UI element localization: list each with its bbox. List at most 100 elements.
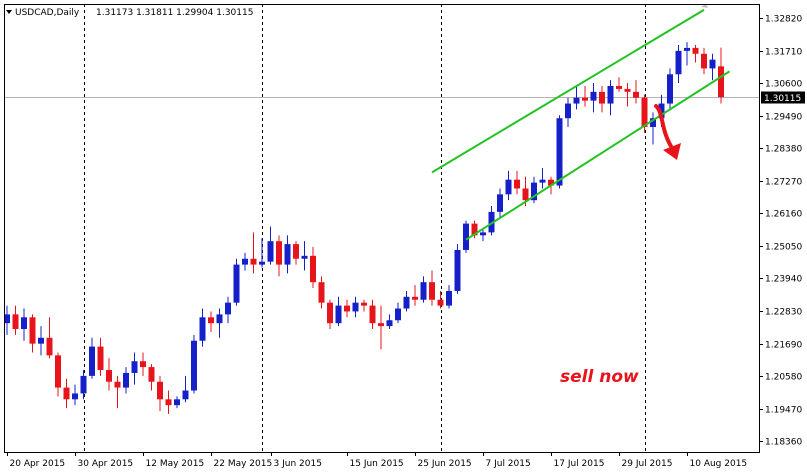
candle-body [46,337,53,356]
candle [123,367,129,394]
candle [420,276,427,303]
candle-body [497,194,503,212]
candle-body [80,375,87,394]
candle-body [582,97,588,101]
candle-body [97,346,104,371]
candle [157,375,163,412]
candle-body [29,317,36,344]
channel-lower-line [465,70,731,241]
candle [191,334,197,394]
candle [259,238,265,268]
trend-channel [431,3,731,241]
candle-body [208,317,214,324]
candle-body [165,399,172,406]
candle [463,220,469,253]
candle [267,226,274,265]
candle [624,83,631,107]
candle [250,232,257,274]
candle-body [650,118,656,127]
candle-body [301,255,308,259]
candle-body [607,85,614,104]
candle-body [667,74,673,104]
candle-body [624,88,631,92]
candle-body [633,91,639,98]
candle [675,44,682,84]
candle [590,83,597,113]
x-tick-label: 15 Jun 2015 [350,459,404,469]
candle-body [318,282,325,303]
candle [97,337,104,376]
candle [38,326,44,356]
candle-body [182,390,189,400]
candle [446,285,452,309]
candle-body [106,370,112,382]
candle [80,370,87,400]
candle-body [55,355,61,388]
candle-body [242,258,248,265]
time-axis: 20 Apr 2015 30 Apr 2015 12 May 2015 22 May … [7,452,748,469]
candle-body [157,381,163,400]
x-tick-label: 22 May 2015 [214,459,273,469]
y-tick-label: 1.18360 [765,438,802,448]
candle-body [565,103,571,119]
candle-body [412,296,418,300]
candle [182,375,189,403]
ohlc-values: 1.31173 1.31811 1.29904 1.30115 [96,8,253,18]
candle [599,85,605,113]
candle-body [114,381,121,388]
candle [327,299,333,330]
candle [335,296,342,327]
x-tick-label: 29 Jul 2015 [622,459,673,469]
candle-body [471,223,478,236]
candle-body [599,91,605,104]
candle-body [429,282,435,300]
candle-body [701,53,707,69]
candle-body [514,179,520,189]
candle-body [344,305,350,312]
candle-body [522,188,529,201]
plot-border [4,4,760,453]
channel-upper-line [431,8,705,174]
candles [4,42,724,414]
candle-body [675,50,682,75]
candle [199,308,206,347]
candle-body [21,317,27,330]
candle-body [310,255,316,283]
candle-body [684,47,690,51]
candle [692,44,699,63]
down-arrow-annotation [654,104,681,160]
candle-body [38,337,44,344]
candle [293,241,299,265]
symbol-label: USDCAD,Daily [15,8,80,18]
candle [539,167,546,189]
candle-body [556,118,563,186]
candle-body [403,296,410,309]
y-tick-label: 1.28380 [765,145,802,155]
x-tick-label: 7 Jul 2015 [486,459,531,469]
candle [131,352,138,385]
plot-frame [4,4,760,453]
y-tick-label: 1.20580 [765,373,802,383]
dropdown-triangle-icon[interactable] [6,10,12,14]
candle-body [454,249,461,291]
candle [497,188,503,218]
candle-body [361,302,367,306]
current-price-label: 1.30115 [764,94,801,104]
candle-body [233,264,240,303]
candle [233,258,240,306]
candle-body [140,361,146,368]
candle-body [250,258,257,265]
candle-body [284,244,291,265]
candle-body [531,182,537,201]
x-tick-label: 30 Apr 2015 [78,459,134,469]
chart-header: USDCAD,Daily 1.31173 1.31811 1.29904 1.3… [6,8,253,18]
x-tick-label: 10 Aug 2015 [690,459,748,469]
candle [480,229,486,242]
candle [429,270,435,306]
x-tick-label: 3 Jun 2015 [274,459,322,469]
candle [395,302,401,324]
candle [89,337,95,379]
candle-body [395,308,401,321]
y-tick-label: 1.26160 [765,210,802,220]
